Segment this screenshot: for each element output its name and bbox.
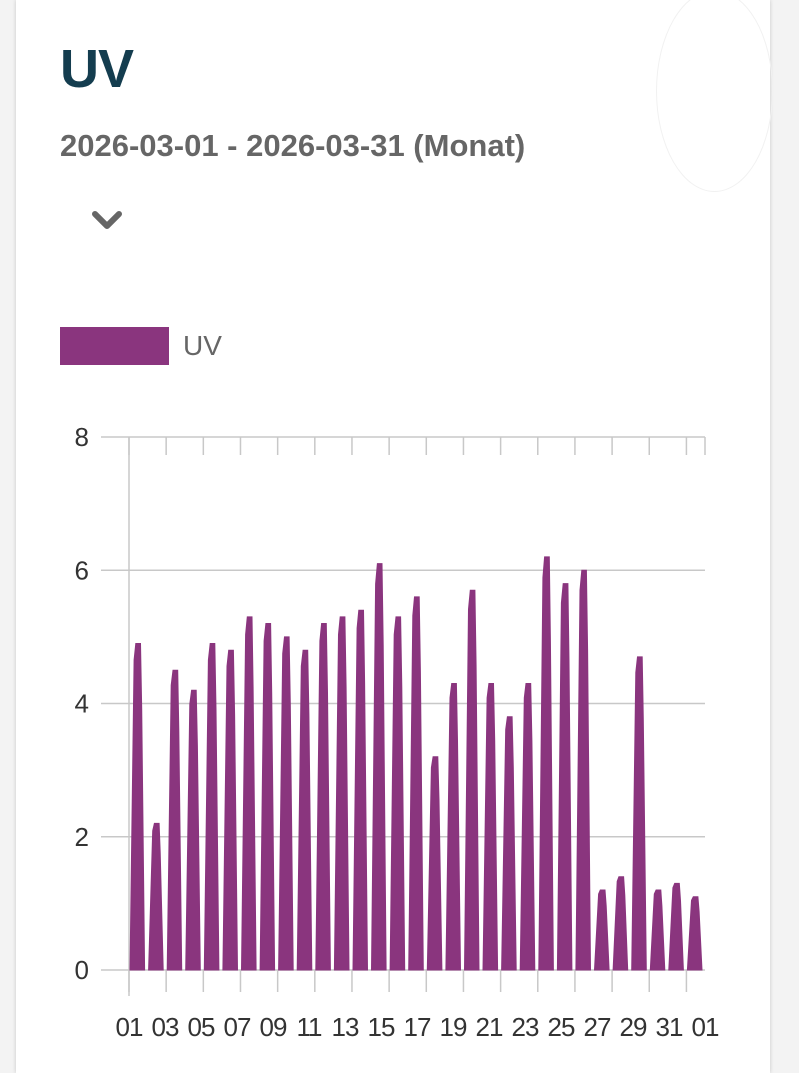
x-tick-label: 15 — [368, 1012, 395, 1042]
uv-day-spike — [445, 683, 462, 971]
x-tick-label: 19 — [440, 1012, 467, 1042]
uv-day-spike — [370, 563, 387, 971]
legend-swatch — [60, 327, 169, 365]
y-tick-label: 4 — [75, 689, 89, 719]
card-title: UV — [60, 39, 134, 99]
uv-day-spike — [352, 609, 369, 971]
x-tick-label: 31 — [656, 1012, 683, 1042]
uv-day-spike — [593, 889, 610, 971]
chevron-down-icon[interactable] — [90, 203, 124, 237]
x-tick-label: 27 — [584, 1012, 611, 1042]
x-tick-label: 17 — [404, 1012, 431, 1042]
x-tick-label: 13 — [332, 1012, 359, 1042]
uv-day-spike — [315, 623, 331, 971]
uv-day-spike — [501, 716, 517, 971]
date-range-subtitle: 2026-03-01 - 2026-03-31 (Monat) — [60, 128, 526, 163]
uv-day-spike — [129, 643, 146, 971]
uv-day-spike — [463, 589, 480, 971]
uv-day-spike — [296, 649, 313, 971]
uv-day-spike — [612, 876, 629, 971]
decorative-circle — [656, 0, 773, 192]
y-tick-label: 0 — [75, 955, 89, 985]
legend-label: UV — [183, 330, 222, 361]
x-tick-label: 05 — [188, 1012, 215, 1042]
uv-day-spike — [482, 683, 499, 971]
chart-legend[interactable]: UV — [60, 326, 222, 366]
uv-day-spike — [649, 889, 666, 971]
x-tick-label: 01 — [692, 1012, 719, 1042]
y-tick-label: 6 — [75, 555, 89, 585]
uv-day-spike — [538, 556, 554, 971]
uv-day-spike — [259, 623, 276, 971]
uv-day-spike — [556, 583, 573, 971]
uv-day-spike — [519, 683, 536, 971]
uv-day-spike — [333, 616, 350, 971]
y-tick-label: 2 — [75, 822, 89, 852]
uv-day-spike — [426, 756, 443, 971]
x-tick-label: 11 — [297, 1012, 323, 1042]
uv-day-spike — [408, 596, 424, 971]
x-tick-label: 09 — [260, 1012, 287, 1042]
y-tick-label: 8 — [75, 422, 89, 452]
x-tick-label: 03 — [152, 1012, 179, 1042]
x-tick-label: 25 — [548, 1012, 575, 1042]
uv-day-spike — [148, 822, 164, 971]
uv-day-spike — [203, 643, 220, 971]
x-tick-label: 29 — [620, 1012, 647, 1042]
x-tick-label: 07 — [224, 1012, 251, 1042]
x-tick-label: 01 — [116, 1012, 143, 1042]
uv-day-spike — [631, 656, 647, 971]
x-tick-label: 23 — [512, 1012, 539, 1042]
uv-day-spike — [185, 689, 201, 971]
uv-day-spike — [278, 636, 294, 971]
uv-day-spike — [575, 569, 592, 971]
uv-day-spike — [668, 882, 684, 971]
uv-day-spike — [240, 616, 257, 971]
x-tick-label: 21 — [476, 1012, 503, 1042]
uv-day-spike — [686, 896, 703, 971]
uv-day-spike — [222, 649, 239, 971]
uv-day-spike — [389, 616, 406, 971]
uv-day-spike — [166, 669, 183, 971]
